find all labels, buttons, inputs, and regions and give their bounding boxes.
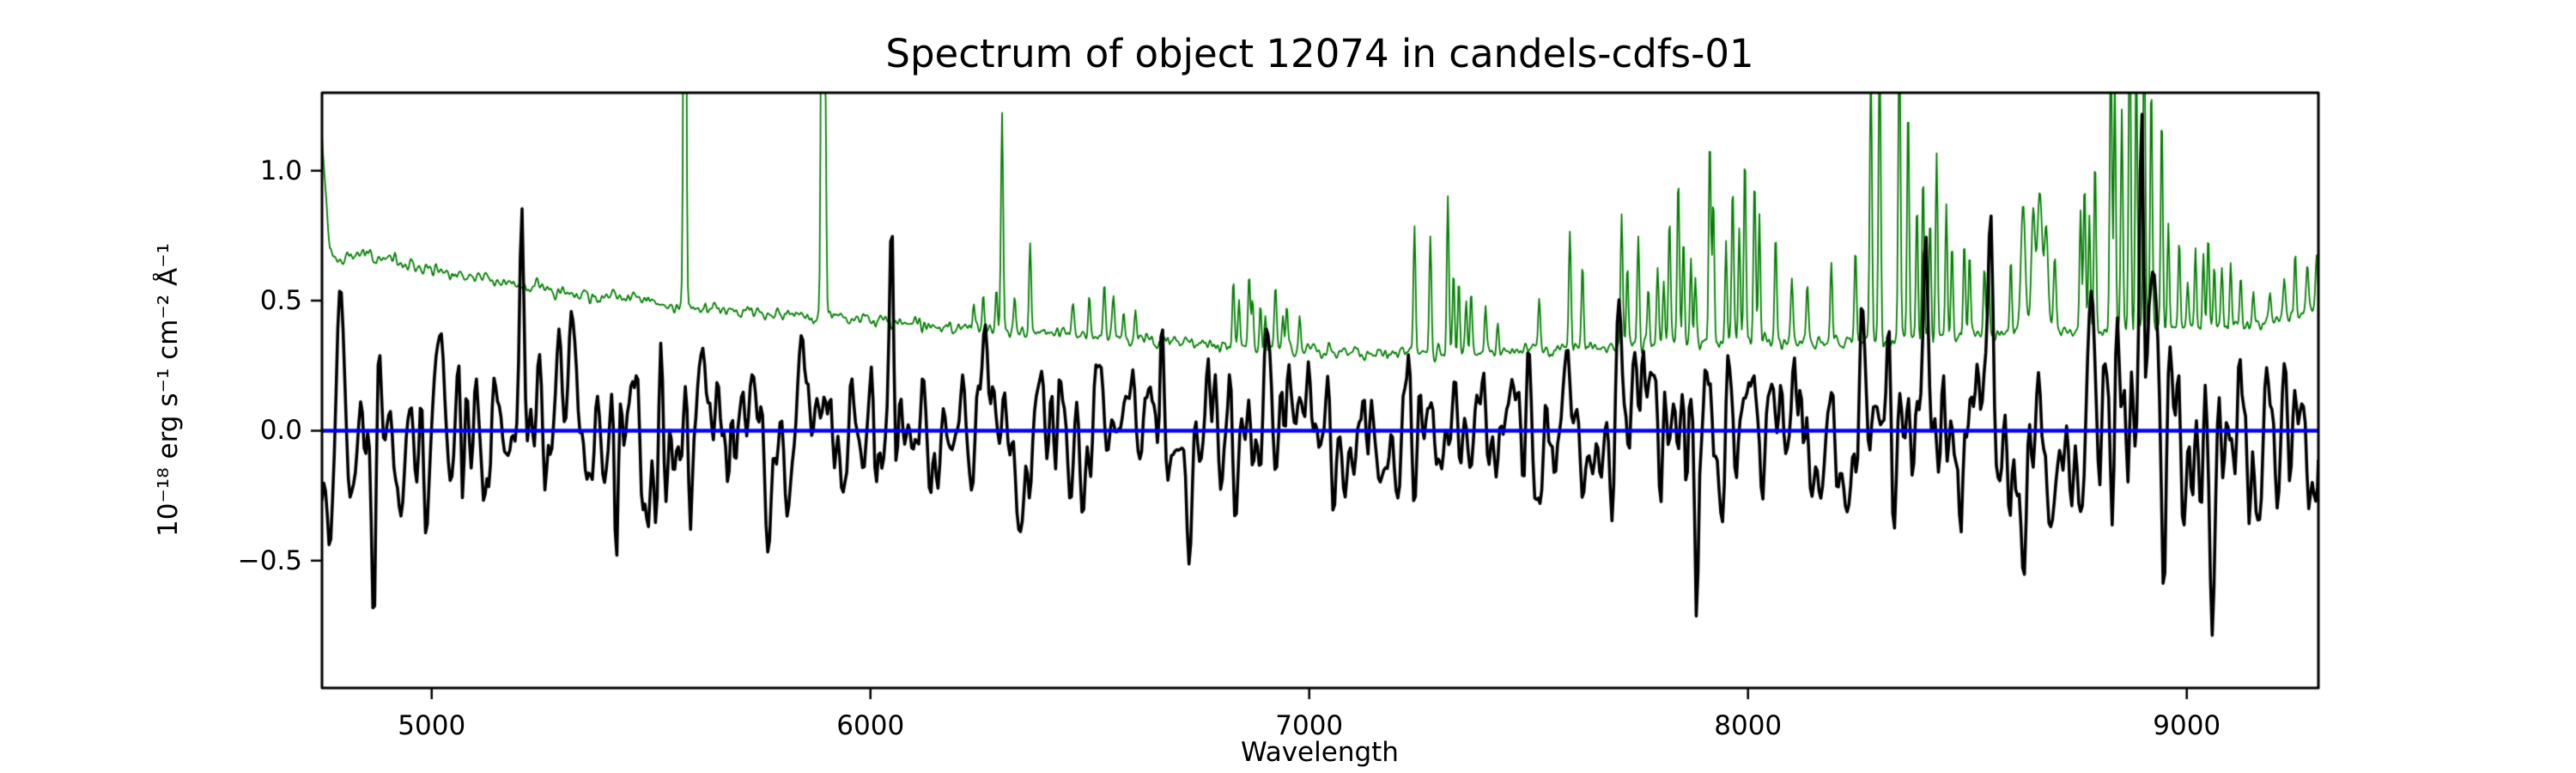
y-tick-label-1p0: 1.0	[259, 155, 302, 186]
x-tick-label-6000: 6000	[836, 710, 905, 741]
y-tick-label-0p0: 0.0	[259, 415, 302, 447]
x-tick-label-7000: 7000	[1275, 710, 1344, 741]
y-tick-label-0p5: 0.5	[259, 285, 302, 317]
x-tick-label-8000: 8000	[1714, 710, 1783, 741]
y-axis-label: 10⁻¹⁸ erg s⁻¹ cm⁻² Å⁻¹	[153, 243, 184, 537]
chart-title: Spectrum of object 12074 in candels-cdfs…	[885, 31, 1754, 76]
x-tick-label-5000: 5000	[398, 710, 466, 741]
y-tick-label-neg0p5: −0.5	[237, 545, 302, 576]
x-axis-label: Wavelength	[1241, 737, 1399, 768]
x-tick-label-9000: 9000	[2153, 710, 2221, 741]
